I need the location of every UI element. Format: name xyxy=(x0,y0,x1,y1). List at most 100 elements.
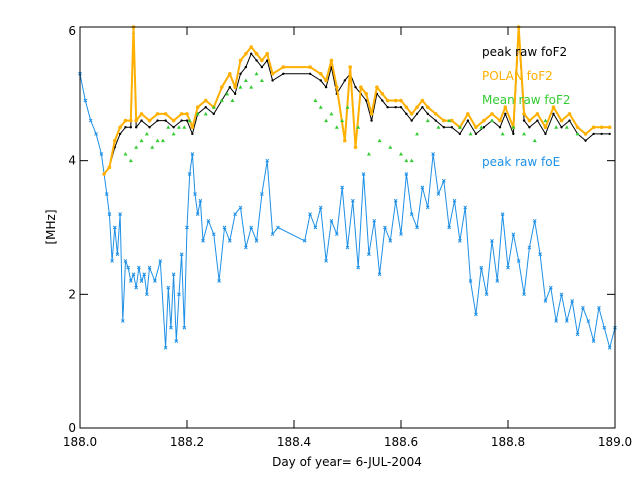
data-point xyxy=(259,78,264,82)
data-point xyxy=(433,112,438,116)
data-point xyxy=(265,51,270,56)
data-point xyxy=(238,58,243,63)
x-axis-title: Day of year= 6-JUL-2004 xyxy=(272,455,422,469)
data-point xyxy=(570,299,575,303)
data-point xyxy=(88,118,93,123)
data-point xyxy=(372,218,377,223)
data-point xyxy=(544,132,547,136)
data-point xyxy=(386,106,389,109)
data-point xyxy=(591,339,596,343)
data-point xyxy=(302,239,307,243)
data-point xyxy=(536,119,539,122)
data-point xyxy=(182,325,187,330)
data-point xyxy=(575,332,580,337)
x-tick-label: 189.0 xyxy=(598,435,632,449)
data-point xyxy=(206,218,211,223)
data-point xyxy=(345,105,350,109)
data-point xyxy=(532,218,537,223)
data-point xyxy=(551,105,556,109)
data-point xyxy=(318,71,323,76)
data-point xyxy=(308,72,312,75)
y-tick-label: 4 xyxy=(68,154,76,168)
data-point xyxy=(600,132,603,136)
data-point xyxy=(139,279,144,283)
data-point xyxy=(527,118,532,123)
data-point xyxy=(94,132,98,136)
data-point xyxy=(421,106,424,109)
data-point xyxy=(190,125,195,130)
data-point xyxy=(228,71,232,76)
data-point xyxy=(308,65,312,69)
data-point xyxy=(468,279,473,283)
data-point xyxy=(431,152,435,156)
data-point xyxy=(123,118,128,123)
data-point xyxy=(120,319,125,323)
data-point xyxy=(195,212,200,216)
data-point xyxy=(329,58,334,63)
data-point xyxy=(340,185,345,190)
data-point xyxy=(554,125,559,129)
data-point xyxy=(564,319,569,323)
data-point xyxy=(512,132,515,136)
data-point xyxy=(353,145,358,150)
data-point xyxy=(474,132,478,136)
data-point xyxy=(466,119,470,122)
data-point xyxy=(410,119,413,122)
data-point xyxy=(145,292,149,297)
data-point xyxy=(171,131,176,136)
data-point xyxy=(607,345,612,350)
data-point xyxy=(393,98,398,103)
data-point xyxy=(575,131,580,136)
data-point xyxy=(112,138,117,143)
data-point xyxy=(343,79,347,82)
x-tick-label: 188.8 xyxy=(491,435,525,449)
legend-entry-polan-fof2: POLAN foF2 xyxy=(482,69,553,83)
data-point xyxy=(244,65,248,69)
data-point xyxy=(219,98,224,103)
data-point xyxy=(166,285,171,290)
y-tick-label: 6 xyxy=(68,24,76,38)
data-point xyxy=(498,126,502,129)
data-point xyxy=(134,126,138,129)
data-point xyxy=(169,325,173,330)
data-point xyxy=(567,112,572,116)
data-point xyxy=(404,172,409,176)
data-point xyxy=(584,139,587,142)
data-point xyxy=(163,112,168,116)
data-point xyxy=(447,225,452,230)
data-point xyxy=(399,106,403,109)
data-point xyxy=(110,259,114,263)
data-point xyxy=(420,98,425,103)
data-point xyxy=(211,232,216,237)
data-point xyxy=(171,272,176,277)
tick-layer: 188.0 188.2 188.4 188.6 188.8 189.0 0 2 4 6 xyxy=(63,24,632,449)
data-point xyxy=(324,78,328,83)
data-point xyxy=(265,158,270,163)
data-point xyxy=(171,118,176,123)
data-point xyxy=(148,126,151,129)
data-point xyxy=(522,112,526,116)
data-point xyxy=(228,85,231,89)
data-point xyxy=(147,265,152,270)
legend-entry-peak-raw-fof2: peak raw foF2 xyxy=(482,45,567,59)
data-point xyxy=(180,119,183,122)
data-point xyxy=(99,152,104,156)
data-point xyxy=(191,132,194,136)
data-point xyxy=(500,131,505,136)
data-point xyxy=(179,252,184,257)
data-point xyxy=(281,65,286,69)
data-point xyxy=(482,126,486,129)
data-point xyxy=(176,125,181,129)
data-point xyxy=(126,265,131,270)
data-point xyxy=(543,299,548,303)
data-point xyxy=(399,98,403,103)
data-point xyxy=(356,265,361,270)
legend: peak raw foF2 POLAN foF2 Mean raw foF2 p… xyxy=(482,45,571,169)
data-point xyxy=(608,132,611,136)
data-point xyxy=(405,112,408,116)
data-point xyxy=(369,112,374,116)
data-point xyxy=(548,285,553,290)
data-point xyxy=(201,239,205,243)
data-point xyxy=(564,125,569,129)
data-point xyxy=(602,325,607,330)
